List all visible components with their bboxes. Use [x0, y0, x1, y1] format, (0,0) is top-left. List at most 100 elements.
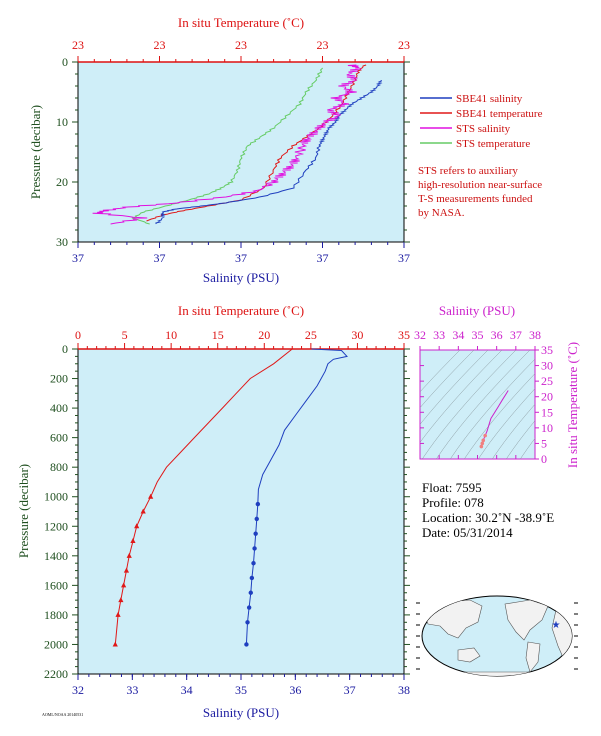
- density-contour: [450, 358, 535, 459]
- top-pressure-tick-2: 20: [56, 175, 68, 189]
- main-panel-ticks: [72, 343, 410, 680]
- temperature-point: [126, 552, 132, 558]
- ts-sal-tick-1: 33: [433, 328, 445, 342]
- top-temp-tick-0: 23: [72, 38, 84, 52]
- main-pressure-tick-11: 2200: [44, 667, 68, 681]
- main-pressure-axis-label: Pressure (decibar): [16, 464, 31, 558]
- top-temp-tick-2: 23: [235, 38, 247, 52]
- main-temp-tick-1: 5: [122, 328, 128, 342]
- main-plot-area: [77, 348, 405, 675]
- land-south-america: [525, 641, 541, 673]
- temperature-point: [130, 538, 136, 544]
- ts-density-contours: [420, 350, 535, 459]
- map-ticks: [416, 602, 578, 670]
- main-sal-tick-labels: 32 33 34 35 36 37 38: [72, 683, 410, 697]
- main-series-temperature: [114, 348, 293, 645]
- profile-number: Profile: 078: [422, 495, 484, 510]
- main-pressure-tick-10: 2000: [44, 637, 68, 651]
- ts-point: [481, 438, 486, 443]
- top-panel: In situ Temperature (˚C) 23 23 23 23 23 …: [28, 15, 543, 285]
- salinity-point: [245, 620, 250, 625]
- top-sal-tick-1: 37: [154, 251, 166, 265]
- main-pressure-tick-2: 400: [50, 401, 68, 415]
- ts-temp-tick-4: 20: [541, 390, 553, 404]
- sts-note-line-1: STS refers to auxiliary: [418, 165, 518, 177]
- main-temp-tick-6: 30: [351, 328, 363, 342]
- main-pressure-tick-7: 1400: [44, 549, 68, 563]
- salinity-point: [246, 605, 252, 610]
- ts-sal-tick-5: 37: [510, 328, 522, 342]
- top-series-sbe-temperature: [146, 64, 367, 222]
- sts-note-line-2: high-resolution near-surface: [418, 179, 542, 191]
- main-sal-tick-2: 34: [181, 683, 193, 697]
- land-australia: [457, 647, 481, 663]
- ts-point: [480, 441, 485, 446]
- main-panel: In situ Temperature (˚C) 0 5 10 15 20 25 30 35 …: [16, 303, 410, 720]
- ts-temp-tick-1: 5: [541, 436, 547, 450]
- ts-point: [479, 444, 484, 449]
- ts-sal-axis-label: Salinity (PSU): [439, 303, 515, 318]
- ts-panel-series: [479, 390, 509, 449]
- density-contour: [506, 420, 535, 459]
- top-series-sts-temperature: [131, 67, 324, 225]
- main-pressure-tick-1: 200: [50, 372, 68, 386]
- ts-sal-tick-3: 35: [472, 328, 484, 342]
- main-pressure-tick-8: 1600: [44, 578, 68, 592]
- ts-temp-axis-label: In situ Temperature (˚C): [565, 342, 580, 468]
- ts-point: [483, 433, 487, 438]
- main-temp-tick-2: 10: [165, 328, 177, 342]
- sts-note-line-3: T-S measurements funded: [418, 193, 533, 205]
- ts-temp-tick-0: 0: [541, 452, 547, 466]
- salinity-point: [252, 546, 257, 551]
- sts-note: STS refers to auxiliary high-resolution …: [418, 165, 542, 219]
- top-series-sts-salinity: [92, 64, 362, 225]
- top-sal-tick-4: 37: [398, 251, 410, 265]
- ts-temp-tick-6: 30: [541, 359, 553, 373]
- density-contour: [420, 350, 489, 425]
- ts-contour-lines: [420, 350, 535, 459]
- sts-note-line-4: by NASA.: [418, 207, 465, 219]
- main-pressure-tick-labels: 0 200 400 600 800 1000 1200 1400 1600 1800 2000 220…: [44, 342, 68, 681]
- land-north-america: [504, 599, 549, 641]
- main-pressure-tick-3: 600: [50, 431, 68, 445]
- top-temp-axis-label: In situ Temperature (˚C): [178, 15, 304, 30]
- main-temp-tick-0: 0: [75, 328, 81, 342]
- temperature-point: [112, 641, 118, 647]
- legend-label-sbe-salinity: SBE41 salinity: [456, 93, 523, 105]
- salinity-point: [251, 561, 256, 566]
- temperature-point: [134, 523, 140, 529]
- top-sal-axis-label: Salinity (PSU): [203, 270, 279, 285]
- ts-temp-tick-7: 35: [541, 343, 553, 357]
- ts-sal-tick-0: 32: [414, 328, 426, 342]
- main-sal-tick-3: 35: [235, 683, 247, 697]
- float-location-marker-icon: ★: [552, 620, 561, 631]
- main-temp-tick-3: 15: [212, 328, 224, 342]
- density-contour: [492, 403, 535, 459]
- main-pressure-tick-4: 800: [50, 460, 68, 474]
- top-temp-tick-3: 23: [317, 38, 329, 52]
- salinity-point: [244, 642, 249, 647]
- main-pressure-tick-9: 1800: [44, 608, 68, 622]
- density-contour: [420, 350, 503, 443]
- main-temp-tick-5: 25: [305, 328, 317, 342]
- top-panel-series: [92, 64, 383, 225]
- main-sal-tick-4: 36: [289, 683, 301, 697]
- main-sal-tick-0: 32: [72, 683, 84, 697]
- density-contour: [420, 350, 475, 409]
- main-sal-tick-1: 33: [126, 683, 138, 697]
- legend-label-sbe-temperature: SBE41 temperature: [456, 108, 543, 120]
- top-pressure-axis-label: Pressure (decibar): [28, 105, 43, 199]
- ts-temp-tick-2: 10: [541, 421, 553, 435]
- temperature-point: [118, 597, 124, 603]
- top-series-sbe-salinity: [155, 79, 383, 225]
- ts-sal-tick-4: 36: [491, 328, 503, 342]
- top-sal-tick-0: 37: [72, 251, 84, 265]
- top-plot-area: [77, 61, 405, 243]
- top-sal-tick-2: 37: [235, 251, 247, 265]
- density-contour: [420, 350, 461, 393]
- top-temp-tick-4: 23: [398, 38, 410, 52]
- ts-temp-tick-5: 25: [541, 374, 553, 388]
- salinity-point: [248, 590, 253, 595]
- temperature-point: [148, 493, 154, 499]
